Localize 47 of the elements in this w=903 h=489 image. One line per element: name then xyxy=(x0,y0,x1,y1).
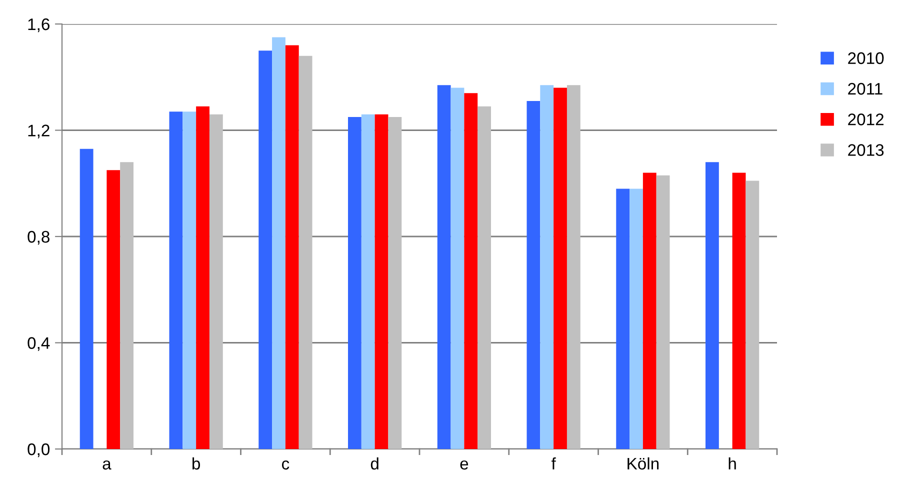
bar xyxy=(258,50,272,449)
bar xyxy=(169,112,183,449)
legend-label: 2011 xyxy=(848,82,882,95)
bar xyxy=(526,101,540,449)
bar xyxy=(120,162,134,449)
bar xyxy=(348,116,362,449)
bar xyxy=(285,45,299,449)
bar xyxy=(746,180,760,449)
bar xyxy=(388,116,402,449)
bar xyxy=(361,114,375,449)
bar xyxy=(450,88,464,449)
bar xyxy=(374,114,388,449)
bar xyxy=(298,56,312,449)
y-tick-label: 0,8 xyxy=(28,230,50,245)
y-tick-label: 0,0 xyxy=(28,443,50,458)
bar xyxy=(464,93,478,449)
bar xyxy=(540,85,554,449)
x-tick-label: c xyxy=(282,460,290,470)
bar xyxy=(437,85,451,449)
bar xyxy=(209,114,223,449)
y-tick-label: 1,6 xyxy=(28,18,50,32)
bar xyxy=(616,188,630,449)
x-tick-label: b xyxy=(192,457,200,470)
x-tick-label: a xyxy=(102,460,112,470)
bar xyxy=(656,175,670,449)
bar xyxy=(478,106,491,449)
bar xyxy=(642,172,656,449)
bar xyxy=(80,148,94,449)
x-tick-label: Köln xyxy=(628,457,659,470)
x-tick-label: h xyxy=(728,457,736,470)
legend-label: 2013 xyxy=(848,144,884,156)
y-tick-label: 0,4 xyxy=(28,337,50,351)
bar xyxy=(554,88,567,449)
bar xyxy=(732,172,746,449)
bar xyxy=(706,162,719,449)
y-tick-label: 1,2 xyxy=(28,124,50,138)
bar xyxy=(182,112,196,449)
x-tick-label: f xyxy=(551,457,556,470)
legend-label: 2012 xyxy=(848,114,884,126)
bar xyxy=(630,188,643,449)
bar xyxy=(106,170,120,449)
x-tick-label: d xyxy=(370,457,378,470)
bar xyxy=(196,106,210,449)
x-tick-label: e xyxy=(460,460,468,470)
legend-label: 2010 xyxy=(848,52,884,64)
bar xyxy=(566,85,580,449)
bar xyxy=(272,37,286,449)
